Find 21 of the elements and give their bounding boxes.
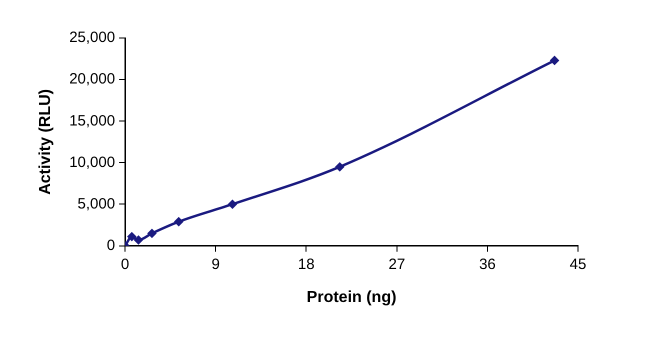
y-tick-label: 15,000	[69, 112, 116, 130]
y-tick-label: 25,000	[69, 29, 116, 46]
y-tick-label: 0	[106, 236, 116, 254]
x-tick-label: 45	[570, 256, 586, 273]
point	[550, 56, 559, 65]
point	[128, 232, 136, 241]
point	[134, 236, 143, 244]
x-tick-label: 0	[120, 256, 130, 273]
x-tick-label: 36	[479, 256, 496, 273]
y-tick-label: 10,000	[69, 154, 116, 171]
x-tick-label: 27	[388, 256, 406, 273]
y-tick-label: 5,000	[78, 195, 116, 212]
x-tick-label: 9	[211, 256, 220, 273]
y-tick-label: 20,000	[69, 70, 116, 88]
point	[148, 229, 156, 238]
point	[336, 162, 344, 172]
point	[174, 217, 183, 226]
x-axis-title: Protein (ng)	[306, 288, 396, 306]
y-axis-title: Activity (RLU)	[37, 89, 54, 195]
x-tick-label: 18	[298, 256, 315, 273]
point	[228, 200, 237, 208]
